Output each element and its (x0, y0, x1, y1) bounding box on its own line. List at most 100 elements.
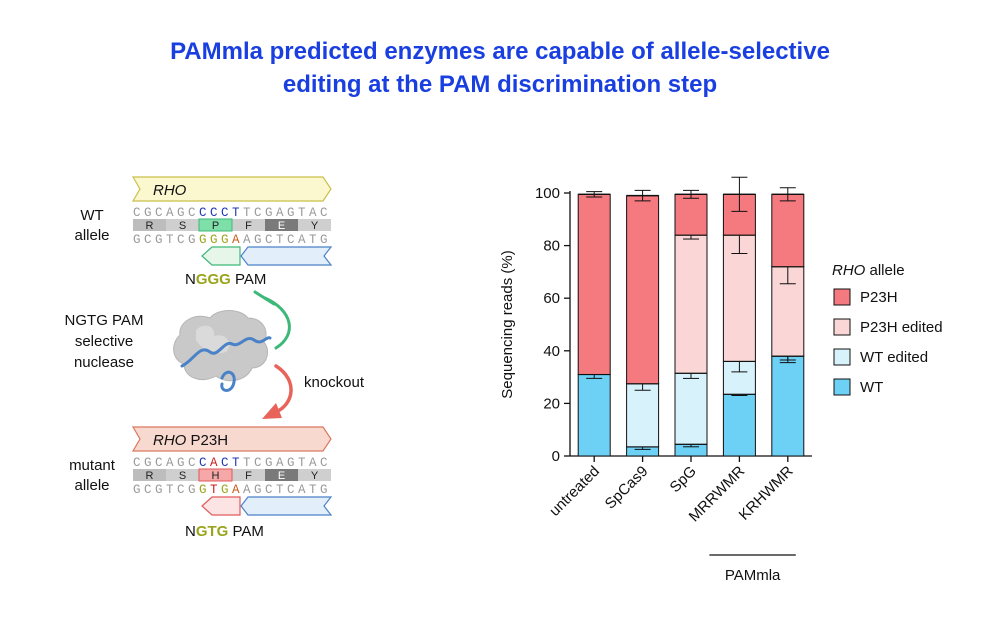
legend-swatch (833, 378, 851, 396)
wt-bottom-base: G (199, 233, 207, 247)
bar-segment (771, 193, 805, 268)
mutant-bottom-base: C (287, 483, 295, 497)
figure-title-line-1: PAMmla predicted enzymes are capable of … (170, 38, 830, 65)
wt-bottom-base: C (287, 233, 295, 247)
mutant-bottom-base: T (309, 483, 317, 497)
wt-top-base: G (265, 206, 273, 220)
mutant-allele-label-1: mutant (69, 457, 116, 474)
wt-bottom-base: G (133, 233, 141, 247)
wt-bottom-base: T (309, 233, 317, 247)
mutant-top-base: C (199, 456, 207, 470)
wt-amino-acid: S (179, 220, 186, 232)
legend-label: P23H edited (860, 319, 943, 336)
bar-segment (577, 193, 611, 375)
legend-label: WT edited (860, 349, 928, 366)
wt-top-base: C (133, 206, 141, 220)
wt-top-base: G (287, 206, 295, 220)
wt-bottom-base: G (210, 233, 218, 247)
mutant-top-base: T (298, 456, 306, 470)
wt-amino-acid: F (245, 220, 252, 232)
mutant-bottom-base: G (188, 483, 196, 497)
mutant-amino-acid: E (278, 470, 285, 482)
mutant-codon-dark-3 (265, 469, 298, 481)
mutant-top-base: T (232, 456, 240, 470)
mutant-bottom-base: A (298, 483, 306, 497)
mutant-bottom-base: G (254, 483, 262, 497)
mutant-top-base: C (155, 456, 163, 470)
legend-title: RHO allele (832, 262, 905, 279)
mutant-top-base: A (166, 456, 174, 470)
wt-bottom-base: T (276, 233, 284, 247)
x-tick-label: SpCas9 (602, 463, 652, 513)
mutant-amino-acid: R (146, 470, 154, 482)
wt-top-base: C (210, 206, 218, 220)
y-tick-label: 0 (552, 448, 560, 465)
wt-top-base: A (166, 206, 174, 220)
knockout-arrow (274, 364, 293, 414)
mutant-bottom-base: A (243, 483, 251, 497)
mutant-top-base: A (276, 456, 284, 470)
x-tick-label: SpG (667, 463, 700, 496)
mutant-gene-label: RHO P23H (153, 432, 228, 449)
wt-bottom-base: G (320, 233, 328, 247)
figure-title-line-2: editing at the PAM discrimination step (282, 71, 718, 98)
mutant-top-base: C (133, 456, 141, 470)
nuclease-label-2: selective (75, 333, 133, 350)
wt-gene-arrow (131, 176, 332, 202)
wt-bottom-base: G (155, 233, 163, 247)
wt-top-base: C (254, 206, 262, 220)
wt-top-base: T (243, 206, 251, 220)
bar-segment (674, 234, 708, 374)
nuclease-label-3: nuclease (74, 354, 134, 371)
inhibition-bar (253, 290, 276, 306)
bar-segment (626, 195, 660, 385)
mutant-bottom-base: G (221, 483, 229, 497)
mutant-bottom-base: C (265, 483, 273, 497)
nuclease-lobe-icon (196, 325, 230, 354)
wt-bottom-base: C (265, 233, 273, 247)
mutant-amino-acid: F (245, 470, 252, 482)
wt-bottom-base: G (254, 233, 262, 247)
inhibition-arc (263, 296, 291, 350)
mutant-codon-highlight (198, 468, 233, 482)
mutant-top-base: G (287, 456, 295, 470)
wt-top-base: A (309, 206, 317, 220)
mutant-bottom-base: G (133, 483, 141, 497)
bar-segment (674, 372, 708, 445)
bar-segment (722, 193, 756, 236)
mutant-amino-acid: H (212, 470, 220, 482)
mutant-bottom-base: T (210, 483, 218, 497)
wt-bottom-base: C (144, 233, 152, 247)
knockout-arrow-head (262, 403, 282, 419)
wt-top-base: C (320, 206, 328, 220)
legend-label: P23H (860, 289, 898, 306)
y-axis-title: Sequencing reads (%) (499, 250, 516, 398)
wt-top-base: C (221, 206, 229, 220)
mutant-bottom-base: G (199, 483, 207, 497)
mutant-bottom-base: G (155, 483, 163, 497)
bar-segment (674, 193, 708, 236)
wt-bottom-base: A (243, 233, 251, 247)
wt-allele-label-1: WT (80, 207, 103, 224)
mutant-bottom-base: C (177, 483, 185, 497)
wt-amino-acid: R (146, 220, 154, 232)
mutant-amino-acid: Y (311, 470, 319, 482)
nuclease-label-1: NGTG PAM (65, 312, 144, 329)
y-tick-label: 60 (543, 290, 560, 307)
knockout-label: knockout (304, 374, 365, 391)
wt-codon-highlight (198, 218, 233, 232)
nuclease-group: NGTG PAM selective nuclease knockout (65, 290, 365, 419)
wt-bottom-base: C (177, 233, 185, 247)
wt-top-base: T (298, 206, 306, 220)
mutant-bottom-base: C (144, 483, 152, 497)
stacked-bar-chart: 0 20 40 60 80 100 Sequencing reads (%) untreate… (499, 176, 943, 584)
wt-pam-arrow (201, 246, 241, 266)
legend-label: WT (860, 379, 883, 396)
wt-bottom-base: G (221, 233, 229, 247)
